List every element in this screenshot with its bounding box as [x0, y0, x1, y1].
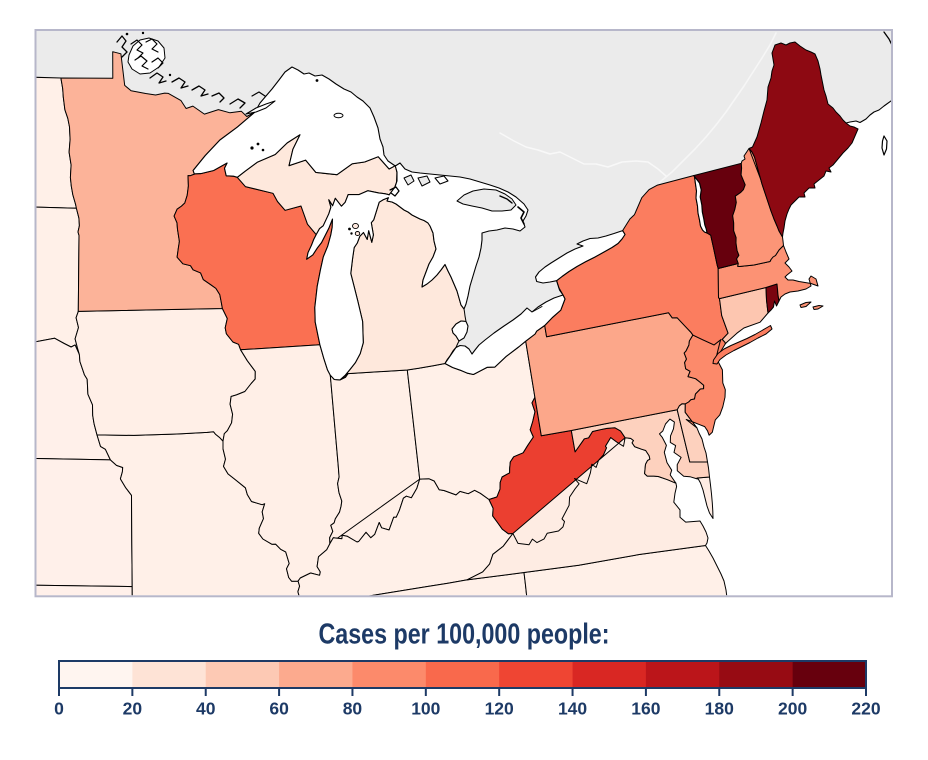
- svg-text:60: 60: [269, 699, 289, 719]
- svg-text:200: 200: [778, 699, 807, 719]
- svg-text:140: 140: [558, 699, 587, 719]
- svg-text:Cases per 100,000 people:: Cases per 100,000 people:: [319, 619, 610, 651]
- svg-text:120: 120: [485, 699, 514, 719]
- svg-text:160: 160: [631, 699, 660, 719]
- svg-text:220: 220: [851, 699, 880, 719]
- svg-text:20: 20: [123, 699, 143, 719]
- svg-text:80: 80: [343, 699, 363, 719]
- svg-text:40: 40: [196, 699, 216, 719]
- svg-text:180: 180: [705, 699, 734, 719]
- svg-text:100: 100: [411, 699, 440, 719]
- svg-text:0: 0: [54, 699, 64, 719]
